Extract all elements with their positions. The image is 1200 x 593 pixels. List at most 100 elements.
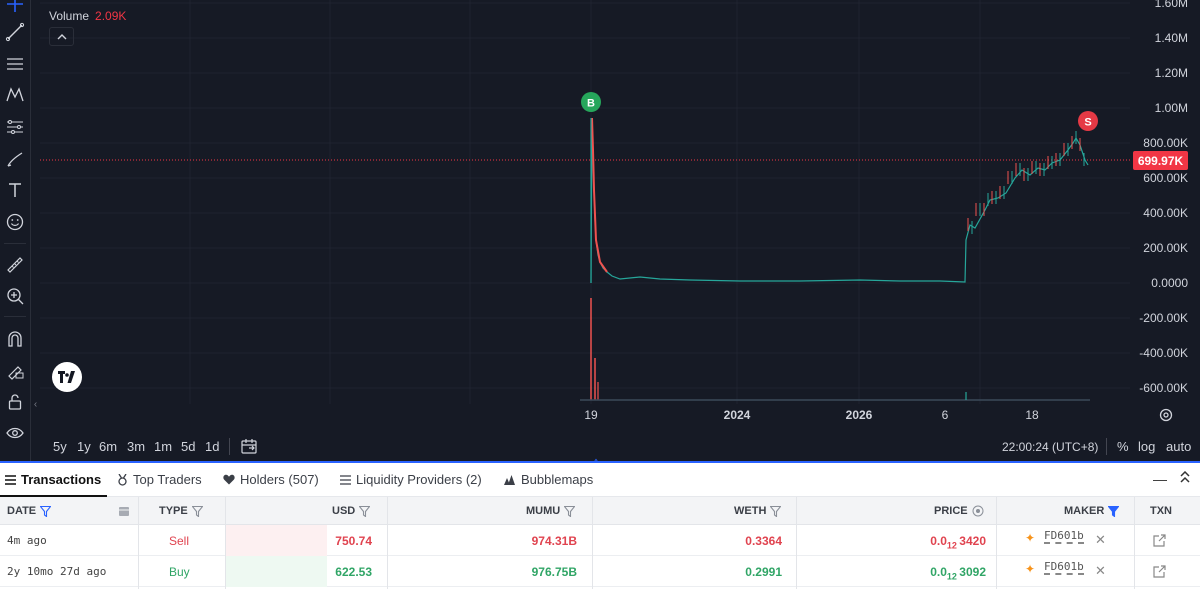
- gear-icon[interactable]: [1158, 407, 1174, 423]
- price-cell: 0.012 3092: [930, 565, 986, 581]
- tab-liquidity-providers-label: Liquidity Providers (2): [356, 472, 482, 487]
- maker-column-header[interactable]: MAKER: [1064, 505, 1120, 517]
- filter-icon[interactable]: [191, 505, 203, 517]
- type-cell: Sell: [169, 534, 190, 548]
- timezone-clock[interactable]: 22:00:24 (UTC+8): [1002, 440, 1099, 454]
- settings-circle-icon[interactable]: [972, 505, 984, 517]
- maker-address-link[interactable]: FD601b: [1044, 560, 1084, 575]
- buy-marker: [581, 92, 601, 112]
- filter-icon[interactable]: [770, 505, 782, 517]
- price-tick-label: 800.00K: [1143, 136, 1188, 150]
- price-spike-segment: [591, 117, 608, 273]
- crosshair-icon[interactable]: [3, 0, 27, 16]
- maker-address-link[interactable]: FD601b: [1044, 529, 1084, 544]
- price-tick-label: -600.00K: [1139, 381, 1188, 395]
- external-link-icon[interactable]: [1153, 534, 1166, 547]
- range-1m-button[interactable]: 1m: [154, 439, 173, 454]
- tab-holders[interactable]: Holders (507): [223, 472, 319, 487]
- time-axis[interactable]: 19 2024 2026 6 18: [40, 404, 1130, 426]
- text-icon[interactable]: [3, 178, 27, 202]
- filter-icon[interactable]: [359, 505, 371, 517]
- maker-header-label: MAKER: [1064, 505, 1105, 517]
- time-tick-label: 6: [941, 408, 949, 422]
- tab-holders-label: Holders (507): [240, 472, 319, 487]
- range-5d-button[interactable]: 5d: [181, 439, 196, 454]
- price-zero-count: 12: [946, 571, 957, 582]
- weth-column-header[interactable]: WETH: [734, 505, 782, 517]
- volume-legend: Volume 2.09K: [49, 9, 126, 23]
- type-column-header[interactable]: TYPE: [159, 505, 203, 517]
- filter-icon[interactable]: [1108, 505, 1120, 517]
- price-axis[interactable]: 1.60M 1.40M 1.20M 1.00M 800.00K 600.00K 400.00…: [1130, 0, 1200, 404]
- eye-icon[interactable]: [3, 421, 27, 445]
- chart-canvas[interactable]: BS: [40, 0, 1130, 404]
- percent-scale-button[interactable]: %: [1117, 439, 1129, 454]
- ruler-icon[interactable]: [3, 253, 27, 277]
- transactions-table: DATE TYPE USD MUMU WETH PRICE MAKER TXN …: [0, 497, 1200, 593]
- tradingview-logo-icon[interactable]: [52, 362, 82, 392]
- active-tab-indicator: [0, 495, 107, 497]
- price-tick-label: 600.00K: [1143, 171, 1188, 185]
- tab-transactions[interactable]: Transactions: [5, 472, 101, 487]
- tab-liquidity-providers[interactable]: Liquidity Providers (2): [340, 472, 482, 487]
- time-tick-label: 2026: [845, 408, 873, 422]
- range-6m-button[interactable]: 6m: [99, 439, 118, 454]
- horizontal-lines-icon[interactable]: [3, 52, 27, 76]
- price-prefix: 0.0: [930, 565, 947, 579]
- brush-icon[interactable]: [3, 147, 27, 171]
- auto-scale-button[interactable]: auto: [1166, 439, 1192, 454]
- close-icon[interactable]: ✕: [1095, 563, 1106, 578]
- calendar-icon[interactable]: [118, 505, 130, 517]
- buy-marker-label: B: [587, 98, 595, 110]
- resize-arrows-icon[interactable]: ↕: [592, 454, 600, 469]
- date-header-label: DATE: [7, 505, 37, 517]
- table-row[interactable]: 4m ago Sell 750.74 974.31B 0.3364 0.012 …: [0, 525, 1200, 556]
- usd-column-header[interactable]: USD: [332, 505, 371, 517]
- time-tick-label: 2024: [723, 408, 751, 422]
- tab-top-traders[interactable]: Top Traders: [117, 472, 202, 487]
- mumu-column-header[interactable]: MUMU: [526, 505, 576, 517]
- price-tick-label: 1.60M: [1154, 0, 1188, 10]
- filter-icon[interactable]: [564, 505, 576, 517]
- chevron-up-icon[interactable]: [49, 27, 74, 46]
- price-column-header[interactable]: PRICE: [934, 505, 984, 517]
- heart-icon: [223, 474, 235, 485]
- lock-drawing-icon[interactable]: [3, 358, 27, 382]
- time-tick-label: 19: [584, 408, 598, 422]
- calendar-icon[interactable]: [240, 438, 258, 456]
- emoji-icon[interactable]: [3, 210, 27, 234]
- external-link-icon[interactable]: [1153, 565, 1166, 578]
- price-tick-label: -400.00K: [1139, 346, 1188, 360]
- price-tick-label: 0.0000: [1151, 276, 1188, 290]
- trend-line-icon[interactable]: [3, 20, 27, 44]
- tab-bubblemaps[interactable]: Bubblemaps: [504, 472, 593, 487]
- table-row[interactable]: 2y 10mo 27d ago Buy 622.53 976.75B 0.299…: [0, 556, 1200, 587]
- fib-icon[interactable]: [3, 115, 27, 139]
- range-3m-button[interactable]: 3m: [127, 439, 146, 454]
- date-cell: 4m ago: [7, 534, 47, 547]
- panel-divider[interactable]: [0, 461, 1200, 463]
- close-icon[interactable]: ✕: [1095, 532, 1106, 547]
- date-column-header[interactable]: DATE: [7, 505, 52, 517]
- date-cell: 2y 10mo 27d ago: [7, 565, 107, 578]
- range-5y-button[interactable]: 5y: [53, 439, 67, 454]
- pattern-icon[interactable]: [3, 83, 27, 107]
- collapse-toolbar-icon[interactable]: ‹: [33, 398, 38, 410]
- zoom-in-icon[interactable]: [3, 284, 27, 308]
- bottom-tabs: Transactions Top Traders Holders (507) L…: [0, 463, 1200, 497]
- log-scale-button[interactable]: log: [1138, 439, 1156, 454]
- minimize-icon[interactable]: —: [1153, 471, 1167, 487]
- magnet-icon[interactable]: [3, 327, 27, 351]
- type-cell: Buy: [169, 565, 190, 579]
- range-1y-button[interactable]: 1y: [77, 439, 91, 454]
- price-tick-label: 1.40M: [1154, 31, 1188, 45]
- lock-icon[interactable]: [3, 390, 27, 414]
- time-tick-label: 18: [1025, 408, 1039, 422]
- type-header-label: TYPE: [159, 505, 188, 517]
- expand-icon[interactable]: [1180, 470, 1190, 486]
- range-1d-button[interactable]: 1d: [205, 439, 220, 454]
- filter-icon[interactable]: [40, 505, 52, 517]
- weth-cell: 0.3364: [745, 534, 782, 548]
